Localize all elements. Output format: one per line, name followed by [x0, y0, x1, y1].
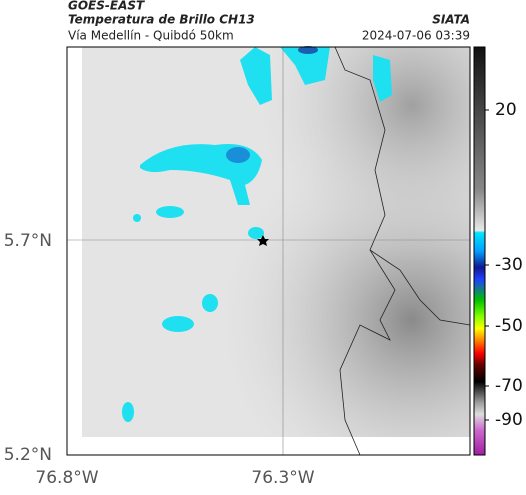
title: Temperatura de Brillo CH13 [68, 13, 255, 27]
lon-label: 76.3°W [251, 468, 314, 488]
subtitle: Vía Medellín - Quibdó 50km [68, 29, 234, 43]
colorbar-label: -30 [495, 255, 523, 275]
lon-label: 76.8°W [35, 468, 98, 488]
map-area [66, 46, 471, 456]
colorbar-label: 20 [495, 100, 517, 120]
source: SIATA [432, 13, 470, 27]
colorbar-label: -70 [495, 376, 523, 396]
colorbar-label: -90 [495, 410, 523, 430]
lat-label: 5.7°N [4, 231, 52, 251]
colorbar [473, 46, 489, 456]
colorbar-label: -50 [495, 316, 523, 336]
satellite: GOES-EAST [68, 0, 145, 13]
datetime: 2024-07-06 03:39 [362, 29, 470, 43]
lat-label: 5.2°N [4, 445, 52, 465]
